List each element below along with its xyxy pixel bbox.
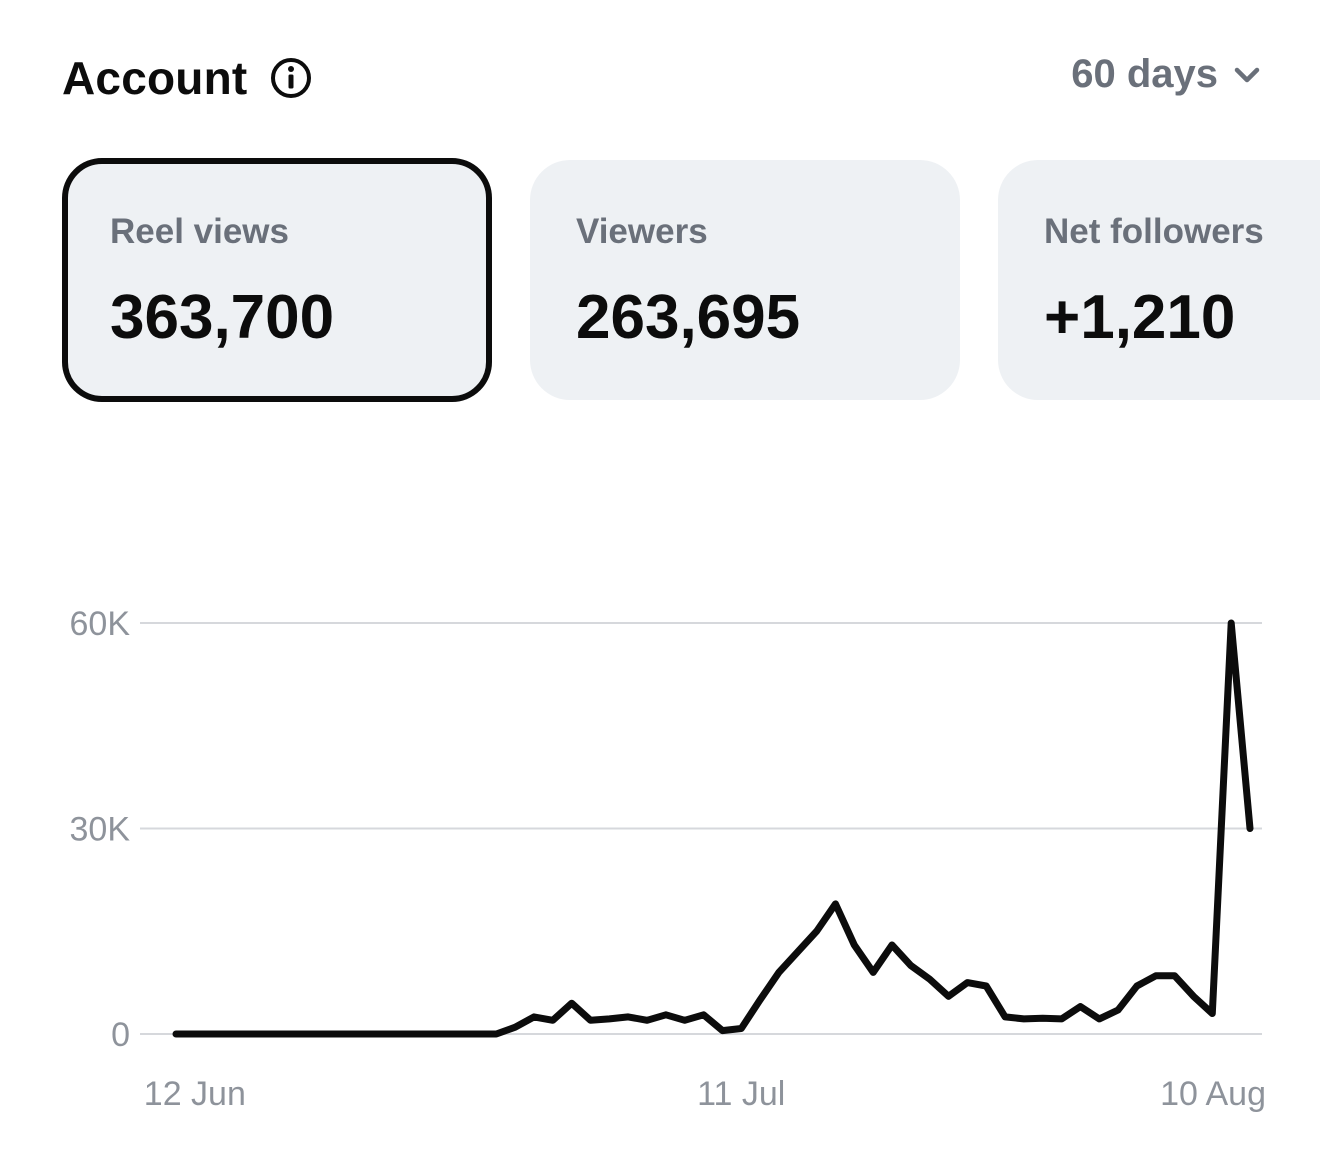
y-tick-label: 30K <box>70 811 131 849</box>
metric-value: 263,695 <box>576 283 801 352</box>
series-line <box>172 619 1254 1038</box>
x-tick-label: 12 Jun <box>144 1075 246 1113</box>
metric-label: Reel views <box>110 212 289 251</box>
x-tick-label: 10 Aug <box>1160 1075 1266 1113</box>
metric-label: Viewers <box>576 212 708 251</box>
reel-views-line-chart: 0 30K 60K 12 Jun 11 Jul 10 Aug <box>70 605 1267 1113</box>
y-tick-label: 60K <box>70 605 131 643</box>
info-circle-icon[interactable] <box>269 56 313 100</box>
date-range-dropdown[interactable]: 60 days <box>1071 52 1262 97</box>
date-range-label: 60 days <box>1071 52 1218 96</box>
metric-value: +1,210 <box>1044 283 1236 352</box>
metric-value: 363,700 <box>110 283 335 352</box>
metric-card-reel-views[interactable]: Reel views 363,700 <box>62 158 492 402</box>
metric-card-viewers[interactable]: Viewers 263,695 <box>530 160 960 400</box>
y-tick-label: 0 <box>111 1016 130 1054</box>
x-tick-label: 11 Jul <box>697 1075 785 1113</box>
metric-card-net-followers[interactable]: Net followers +1,210 <box>998 160 1320 400</box>
chevron-down-icon <box>1234 67 1260 82</box>
metric-label: Net followers <box>1044 212 1264 251</box>
header: Account <box>62 48 313 108</box>
page-title: Account <box>62 52 248 104</box>
